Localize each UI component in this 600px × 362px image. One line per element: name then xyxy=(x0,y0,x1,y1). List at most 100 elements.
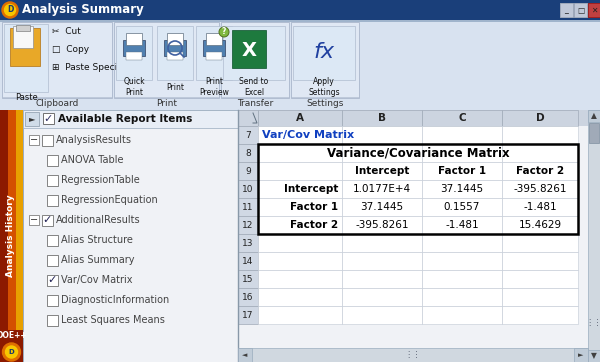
Bar xyxy=(25,112,39,126)
Circle shape xyxy=(5,346,17,358)
Bar xyxy=(238,252,258,270)
Bar xyxy=(167,52,183,60)
Text: Clipboard: Clipboard xyxy=(35,98,79,108)
Bar xyxy=(47,175,58,186)
Bar xyxy=(574,3,587,17)
Text: □  Copy: □ Copy xyxy=(52,46,89,55)
Bar xyxy=(4,24,48,92)
Bar xyxy=(238,110,258,126)
Text: 0.1557: 0.1557 xyxy=(444,202,480,212)
Bar xyxy=(42,135,53,146)
Bar xyxy=(42,215,53,226)
Text: -395.8261: -395.8261 xyxy=(513,184,567,194)
Circle shape xyxy=(2,343,20,361)
Text: ⋮⋮: ⋮⋮ xyxy=(404,350,421,359)
Bar xyxy=(342,288,422,306)
Bar xyxy=(258,306,342,324)
Bar xyxy=(258,252,342,270)
Bar xyxy=(342,162,422,180)
Text: Var/Cov Matrix: Var/Cov Matrix xyxy=(61,275,133,285)
Text: 7: 7 xyxy=(245,130,251,139)
Bar xyxy=(502,110,578,126)
Bar xyxy=(167,33,183,45)
Text: -395.8261: -395.8261 xyxy=(355,220,409,230)
Bar xyxy=(238,126,258,144)
Circle shape xyxy=(5,4,16,16)
Text: D: D xyxy=(7,5,13,14)
Bar xyxy=(342,180,422,198)
Text: D: D xyxy=(536,113,544,123)
Bar xyxy=(342,270,422,288)
Bar xyxy=(238,270,258,288)
Text: C: C xyxy=(458,113,466,123)
Bar xyxy=(238,234,258,252)
Text: ✓: ✓ xyxy=(48,275,57,286)
Text: 14: 14 xyxy=(242,257,254,265)
Text: ✓: ✓ xyxy=(43,215,52,226)
Text: Settings: Settings xyxy=(307,98,344,108)
Text: Intercept: Intercept xyxy=(284,184,338,194)
Text: −: − xyxy=(30,215,38,225)
Bar xyxy=(47,235,58,246)
Text: 37.1445: 37.1445 xyxy=(361,202,404,212)
Bar xyxy=(238,144,258,162)
Text: ⊞  Paste Special: ⊞ Paste Special xyxy=(52,63,125,72)
Text: -1.481: -1.481 xyxy=(445,220,479,230)
Bar xyxy=(238,216,258,234)
Bar xyxy=(342,198,422,216)
Bar xyxy=(123,40,145,56)
Text: Factor 2: Factor 2 xyxy=(290,220,338,230)
Bar xyxy=(422,234,502,252)
Bar xyxy=(502,180,578,198)
Bar xyxy=(126,33,142,45)
Text: 37.1445: 37.1445 xyxy=(440,184,484,194)
Bar xyxy=(0,110,8,362)
Text: ✂  Cut: ✂ Cut xyxy=(52,28,81,37)
Text: Alias Structure: Alias Structure xyxy=(61,235,133,245)
Bar xyxy=(258,110,342,126)
Bar xyxy=(502,234,578,252)
Bar xyxy=(502,144,578,162)
Bar xyxy=(258,144,578,234)
Bar xyxy=(2,22,112,98)
Text: fx: fx xyxy=(314,42,335,62)
Text: DiagnosticInformation: DiagnosticInformation xyxy=(61,295,169,305)
Text: Analysis History: Analysis History xyxy=(7,195,16,277)
Text: ⋮⋮: ⋮⋮ xyxy=(586,317,600,327)
Bar xyxy=(502,216,578,234)
Bar xyxy=(116,26,152,80)
Bar xyxy=(238,110,600,126)
Bar xyxy=(47,295,58,306)
Text: Least Squares Means: Least Squares Means xyxy=(61,315,165,325)
Text: -1.481: -1.481 xyxy=(523,202,557,212)
Bar xyxy=(422,126,502,144)
Bar xyxy=(422,288,502,306)
Text: AdditionalResults: AdditionalResults xyxy=(56,215,140,225)
Bar xyxy=(196,26,232,80)
Bar xyxy=(560,3,573,17)
Bar xyxy=(589,123,599,143)
Text: Quick
Print: Quick Print xyxy=(123,77,145,97)
Bar xyxy=(422,180,502,198)
Text: DOE++: DOE++ xyxy=(0,331,27,340)
Bar xyxy=(29,215,39,225)
Text: D: D xyxy=(8,349,14,355)
Text: Factor 1: Factor 1 xyxy=(438,166,486,176)
Bar xyxy=(342,234,422,252)
Text: 15: 15 xyxy=(242,274,254,283)
Bar xyxy=(23,110,238,362)
Text: ANOVA Table: ANOVA Table xyxy=(61,155,124,165)
Bar xyxy=(47,275,58,286)
Text: Apply
Settings: Apply Settings xyxy=(308,77,340,97)
Bar xyxy=(502,198,578,216)
Text: 10: 10 xyxy=(242,185,254,194)
Bar xyxy=(342,216,422,234)
Bar xyxy=(206,33,222,45)
Bar xyxy=(238,198,258,216)
Bar xyxy=(422,198,502,216)
Bar xyxy=(0,110,600,362)
Text: ▲: ▲ xyxy=(591,111,597,121)
Text: B: B xyxy=(378,113,386,123)
Text: Paste: Paste xyxy=(14,93,37,102)
Bar xyxy=(502,126,578,144)
